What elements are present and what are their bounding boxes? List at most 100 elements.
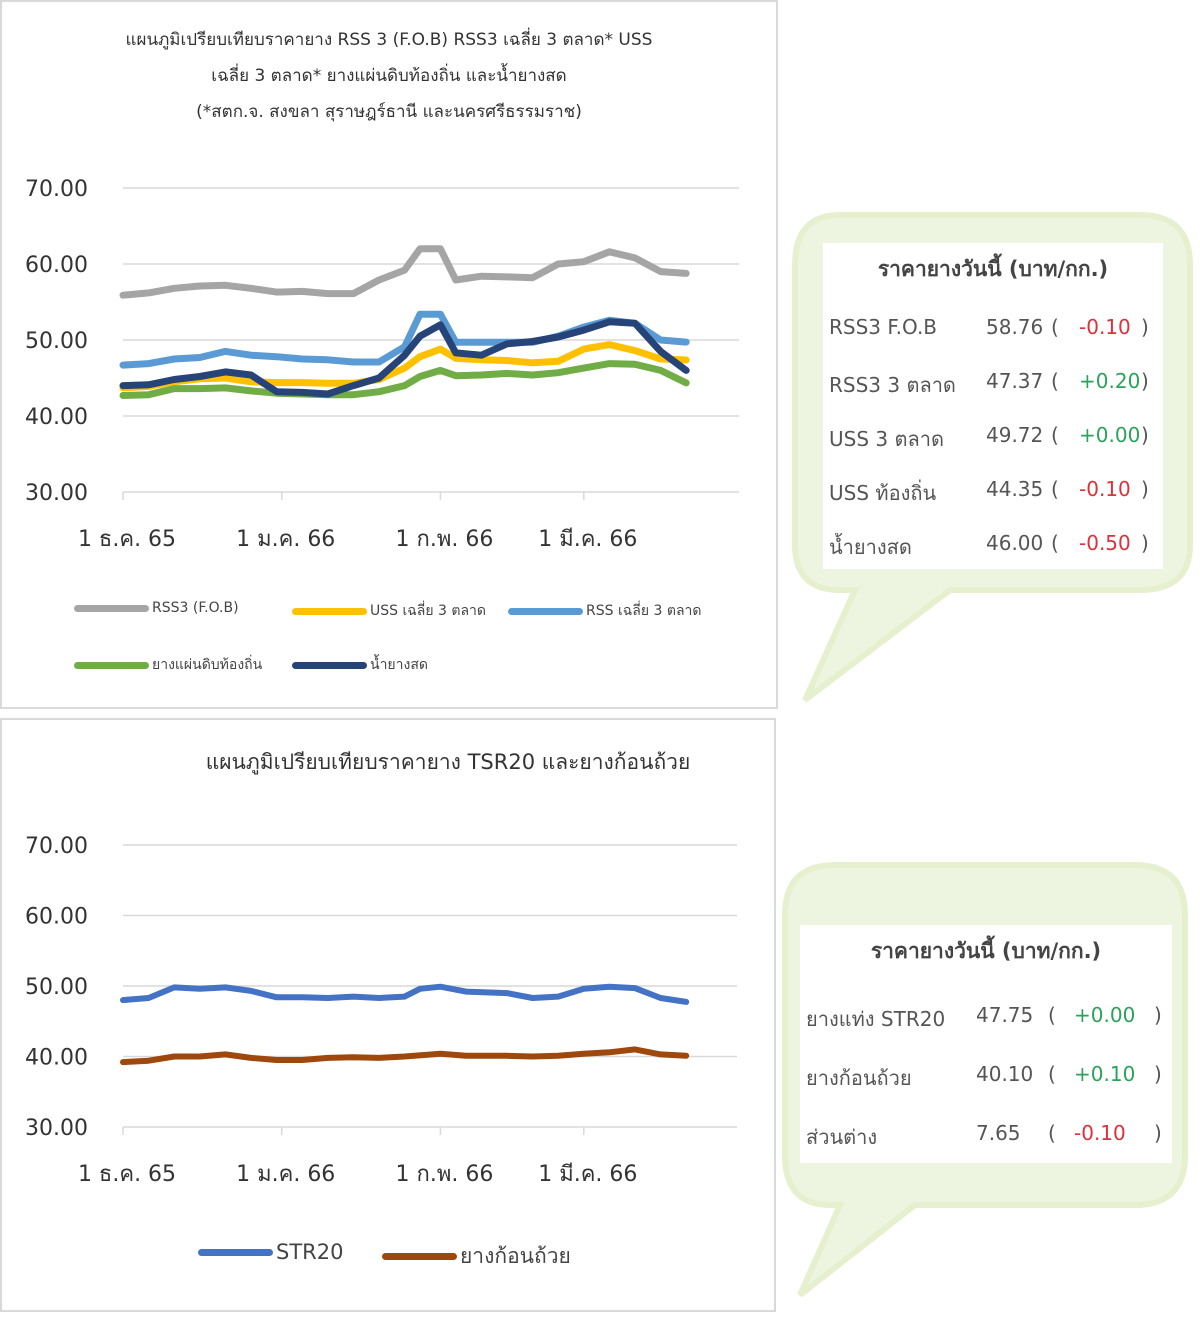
close-paren: )	[1154, 1003, 1162, 1027]
row-price: 40.10	[976, 1062, 1034, 1086]
price-row: RSS3 3 ตลาด 47.37 ( +0.20)	[829, 369, 1157, 399]
row-label: ยางแท่ง STR20	[806, 1007, 946, 1031]
chart-title-line-1: แผนภูมิเปรียบเทียบราคายาง RSS 3 (F.O.B) …	[125, 30, 653, 50]
row-price: 7.65	[976, 1121, 1021, 1145]
row-change: +0.10	[1074, 1062, 1136, 1086]
row-change: +0.00	[1079, 423, 1141, 447]
row-price: 47.75	[976, 1003, 1034, 1027]
price-row: ยางก้อนถ้วย 40.10 ( +0.10)	[806, 1062, 1166, 1092]
series-line	[120, 1046, 690, 1066]
panel-title: ราคายางวันนี้ (บาท/กก.)	[870, 939, 1102, 963]
legend-swatch	[74, 604, 149, 612]
close-paren: )	[1141, 369, 1149, 393]
open-paren: (	[1051, 531, 1059, 555]
y-tick-label: 60.00	[25, 253, 88, 278]
open-paren: (	[1048, 1062, 1056, 1086]
legend-item: USS เฉลี่ย 3 ตลาด	[292, 600, 486, 622]
x-tick-label: 1 มี.ค. 66	[538, 527, 637, 552]
legend-item: RSS3 (F.O.B)	[74, 600, 239, 616]
legend-label: น้ำยางสด	[370, 657, 428, 673]
price-row: USS 3 ตลาด 49.72 (+0.00)	[829, 423, 1157, 453]
row-change: -0.10	[1079, 315, 1131, 339]
tsr20-price-chart: แผนภูมิเปรียบเทียบราคายาง TSR20 และยางก้…	[0, 718, 776, 1312]
row-price: 47.37	[986, 369, 1044, 393]
x-tick-label: 1 ก.พ. 66	[396, 1162, 494, 1187]
panel-title: ราคายางวันนี้ (บาท/กก.)	[877, 257, 1109, 281]
open-paren: (	[1048, 1121, 1056, 1145]
close-paren: )	[1141, 315, 1149, 339]
legend-label: ยางแผ่นดิบท้องถิ่น	[152, 657, 263, 673]
legend-swatch	[74, 661, 149, 669]
row-label: RSS3 3 ตลาด	[829, 373, 956, 397]
close-paren: )	[1141, 423, 1149, 447]
close-paren: )	[1154, 1062, 1162, 1086]
y-tick-label: 70.00	[25, 834, 88, 859]
today-price-panel: ราคายางวันนี้ (บาท/กก.) ยางแท่ง STR20 47.…	[800, 925, 1172, 1163]
legend-label: RSS3 (F.O.B)	[152, 600, 239, 616]
x-tick-label: 1 ธ.ค. 65	[78, 1162, 176, 1187]
y-tick-label: 30.00	[25, 481, 88, 506]
legend-swatch	[292, 607, 367, 615]
series-line	[119, 318, 690, 398]
x-tick-label: 1 ม.ค. 66	[236, 1162, 335, 1187]
close-paren: )	[1141, 477, 1149, 501]
price-row: USS ท้องถิ่น 44.35 ( -0.10)	[829, 477, 1157, 507]
legend-item: RSS เฉลี่ย 3 ตลาด	[508, 600, 702, 622]
row-label: น้ำยางสด	[829, 535, 912, 559]
row-price: 58.76	[986, 315, 1044, 339]
today-price-panel: ราคายางวันนี้ (บาท/กก.) RSS3 F.O.B 58.76 (…	[823, 243, 1163, 569]
price-row: RSS3 F.O.B 58.76 ( -0.10)	[829, 315, 1157, 345]
row-price: 44.35	[986, 477, 1044, 501]
close-paren: )	[1141, 531, 1149, 555]
chart-title-line-3: (*สตก.จ. สงขลา สุราษฎร์ธานี และนครศรีธรร…	[196, 102, 582, 122]
legend-swatch	[382, 1253, 457, 1260]
legend-item: STR20	[198, 1240, 343, 1264]
row-change: +0.00	[1074, 1003, 1136, 1027]
y-tick-label: 50.00	[25, 329, 88, 354]
y-tick-label: 50.00	[25, 975, 88, 1000]
y-tick-label: 40.00	[25, 405, 88, 430]
y-tick-label: 60.00	[25, 905, 88, 930]
y-tick-label: 70.00	[25, 177, 88, 202]
chart-plot-area: 70.00 60.00 50.00 40.00 30.00 1 ธ.ค. 65 1 ม.ค.…	[25, 834, 737, 1187]
legend-label: ยางก้อนถ้วย	[460, 1244, 571, 1268]
series-line	[119, 245, 690, 299]
legend-label: STR20	[276, 1240, 344, 1264]
legend-label: USS เฉลี่ย 3 ตลาด	[370, 603, 487, 619]
y-tick-label: 30.00	[25, 1116, 88, 1141]
series-line	[119, 360, 690, 399]
row-change: -0.50	[1079, 531, 1131, 555]
series-line	[120, 983, 690, 1005]
close-paren: )	[1154, 1121, 1162, 1145]
row-change: +0.20	[1079, 369, 1141, 393]
price-row: น้ำยางสด 46.00 ( -0.50)	[829, 531, 1157, 561]
y-tick-label: 40.00	[25, 1046, 88, 1071]
legend-item: น้ำยางสด	[292, 654, 428, 676]
x-tick-label: 1 ม.ค. 66	[236, 527, 335, 552]
legend-item: ยางแผ่นดิบท้องถิ่น	[74, 654, 262, 676]
legend-swatch	[292, 661, 367, 669]
legend-label: RSS เฉลี่ย 3 ตลาด	[586, 603, 702, 619]
open-paren: (	[1051, 423, 1059, 447]
open-paren: (	[1051, 315, 1059, 339]
row-label: ยางก้อนถ้วย	[806, 1066, 912, 1090]
row-price: 49.72	[986, 423, 1044, 447]
chart-title-line-2: เฉลี่ย 3 ตลาด* ยางแผ่นดิบท้องถิ่น และน้ำ…	[211, 66, 567, 86]
x-tick-label: 1 ก.พ. 66	[396, 527, 494, 552]
legend-swatch	[198, 1248, 273, 1256]
row-price: 46.00	[986, 531, 1044, 555]
open-paren: (	[1048, 1003, 1056, 1027]
row-label: USS ท้องถิ่น	[829, 481, 937, 505]
price-row: ยางแท่ง STR20 47.75 ( +0.00)	[806, 1003, 1166, 1033]
legend-swatch	[508, 607, 583, 615]
row-label: RSS3 F.O.B	[829, 315, 938, 339]
row-label: ส่วนต่าง	[806, 1125, 878, 1149]
legend-item: ยางก้อนถ้วย	[382, 1240, 571, 1273]
open-paren: (	[1051, 477, 1059, 501]
row-change: -0.10	[1074, 1121, 1126, 1145]
price-row: ส่วนต่าง 7.65 ( -0.10)	[806, 1121, 1166, 1151]
row-change: -0.10	[1079, 477, 1131, 501]
rss-price-chart: แผนภูมิเปรียบเทียบราคายาง RSS 3 (F.O.B) …	[0, 0, 778, 709]
open-paren: (	[1051, 369, 1059, 393]
x-tick-label: 1 ธ.ค. 65	[78, 527, 176, 552]
